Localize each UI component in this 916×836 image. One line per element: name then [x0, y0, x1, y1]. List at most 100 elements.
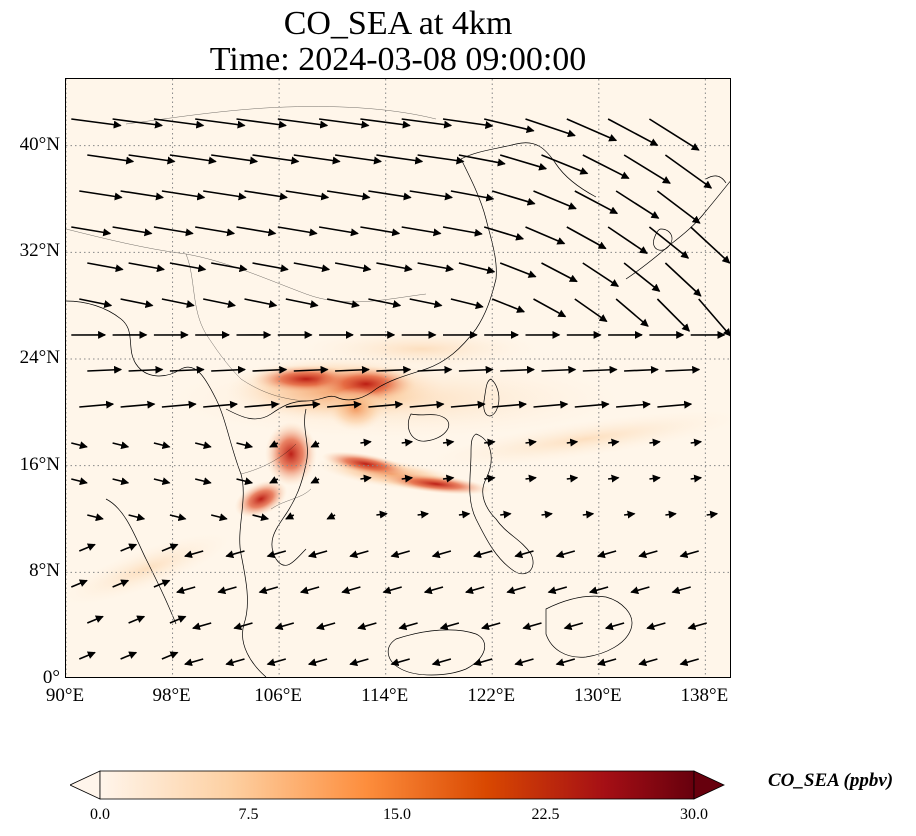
wind-arrow: [390, 550, 410, 559]
wind-arrow: [596, 550, 617, 559]
wind-arrow: [450, 400, 486, 409]
wind-arrow: [161, 190, 206, 201]
wind-arrow: [161, 298, 195, 309]
wind-arrow: [120, 190, 164, 201]
wind-arrow: [112, 441, 130, 450]
wind-arrow: [252, 513, 270, 522]
wind-arrow: [442, 226, 483, 237]
wind-arrow: [203, 400, 238, 409]
colorbar: [70, 770, 725, 800]
wind-arrow: [566, 474, 579, 483]
wind-arrow: [458, 510, 471, 519]
wind-arrow: [442, 438, 455, 447]
wind-arrow: [417, 365, 453, 374]
wind-arrow: [244, 190, 288, 201]
wind-arrow: [582, 510, 595, 519]
wind-arrow: [334, 154, 382, 165]
wind-arrow: [315, 622, 336, 631]
map-panel: [65, 78, 731, 678]
wind-arrow: [648, 118, 700, 151]
wind-arrow: [458, 262, 496, 274]
wind-arrow: [541, 510, 553, 519]
lat-tick-label: 0°: [42, 667, 60, 688]
wind-arrow: [195, 477, 212, 486]
wind-arrow: [236, 477, 254, 486]
map-subtitle-time: Time: 2024-03-08 09:00:00: [209, 41, 587, 78]
wind-arrow: [690, 474, 703, 483]
wind-arrow: [638, 550, 658, 559]
wind-arrow: [87, 365, 123, 374]
wind-arrow: [360, 438, 372, 447]
colorbar-extend-max: [693, 770, 725, 800]
wind-arrow: [252, 154, 300, 165]
lat-tick-label: 16°N: [19, 453, 60, 475]
wind-arrow: [277, 226, 318, 237]
wind-arrow: [293, 154, 341, 165]
lon-tick-label: 130°E: [573, 685, 622, 706]
wind-arrow: [431, 658, 452, 667]
wind-arrow: [574, 298, 608, 323]
wind-arrow: [310, 476, 320, 484]
wind-arrow: [623, 262, 661, 292]
wind-arrow: [465, 586, 485, 595]
wind-arrow: [258, 586, 279, 595]
wind-arrow: [327, 400, 362, 409]
wind-arrow: [664, 262, 702, 297]
wind-arrow: [664, 154, 713, 189]
wind-arrow: [491, 298, 526, 313]
wind-arrow: [326, 190, 371, 201]
wind-arrow: [360, 474, 372, 483]
colorbar-extend-min: [70, 770, 101, 800]
wind-arrow: [161, 651, 179, 660]
lat-tick-label: 24°N: [19, 347, 60, 368]
wind-arrow: [318, 118, 370, 129]
wind-arrow: [78, 651, 96, 660]
wind-arrow: [638, 658, 658, 667]
wind-arrow: [274, 622, 295, 631]
colorbar-gradient: [99, 770, 695, 800]
wind-arrow: [120, 298, 154, 309]
wind-arrow: [566, 226, 607, 250]
wind-arrow: [368, 298, 402, 309]
wind-arrow: [169, 262, 207, 273]
wind-arrow: [417, 262, 454, 273]
wind-arrow: [225, 550, 245, 559]
wind-arrow: [483, 226, 525, 241]
wind-arrow: [409, 190, 453, 201]
wind-arrow: [120, 543, 138, 552]
wind-arrow: [285, 400, 321, 409]
wind-arrow: [211, 154, 259, 165]
colorbar-tick-label: 22.5: [531, 806, 560, 823]
wind-arrow: [120, 400, 156, 409]
wind-arrow: [277, 118, 329, 129]
wind-arrow: [615, 298, 649, 327]
wind-arrow: [646, 622, 666, 631]
wind-arrow: [623, 154, 671, 184]
wind-arrow: [211, 262, 248, 273]
wind-arrow: [484, 438, 496, 447]
lon-tick-label: 114°E: [361, 685, 409, 706]
wind-arrow: [244, 400, 280, 409]
wind-arrow: [161, 400, 197, 409]
wind-arrow: [409, 400, 445, 409]
wind-arrow: [671, 586, 691, 595]
wind-arrow: [79, 400, 115, 409]
wind-arrow: [357, 622, 377, 631]
wind-arrow: [706, 510, 719, 519]
wind-arrow: [458, 154, 506, 167]
lon-tick-label: 90°E: [45, 685, 85, 706]
wind-arrow: [401, 474, 414, 483]
wind-arrow: [71, 226, 112, 237]
wind-arrow: [431, 550, 452, 559]
wind-arrow: [236, 118, 287, 129]
wind-arrow: [252, 365, 288, 374]
wind-arrow: [500, 365, 535, 374]
wind-arrow: [563, 622, 584, 631]
wind-arrow: [376, 365, 412, 374]
lon-tick-label: 106°E: [254, 685, 302, 706]
wind-arrow: [473, 550, 493, 559]
wind-arrow: [169, 365, 205, 374]
wind-arrow: [624, 510, 636, 519]
wind-arrow: [376, 262, 413, 273]
wind-arrow: [442, 118, 494, 129]
